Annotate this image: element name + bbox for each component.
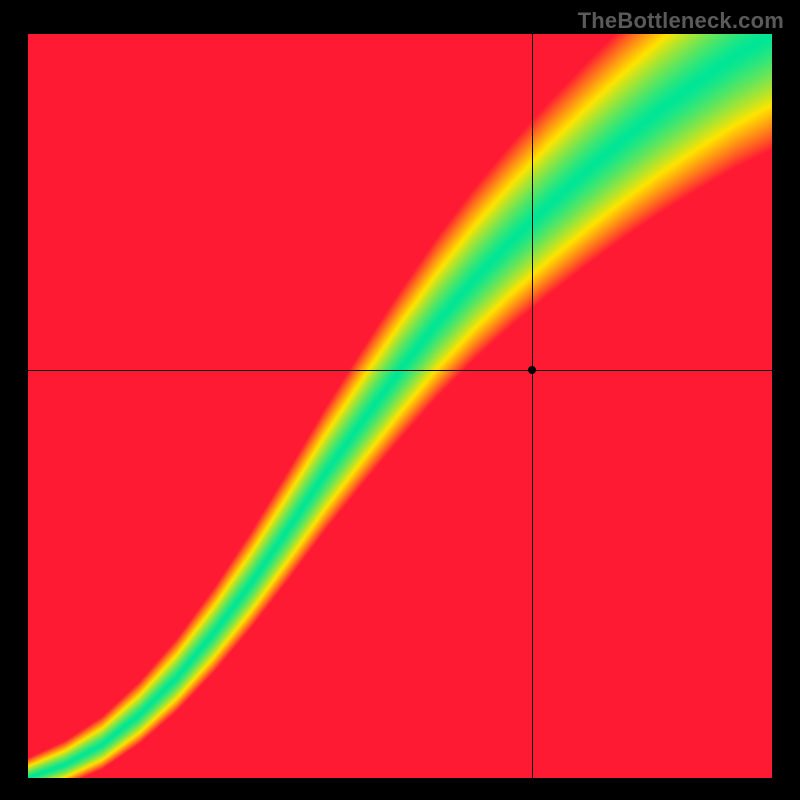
plot-area — [28, 34, 772, 778]
bottleneck-heatmap — [28, 34, 772, 778]
chart-container: TheBottleneck.com — [0, 0, 800, 800]
watermark-text: TheBottleneck.com — [578, 8, 784, 34]
